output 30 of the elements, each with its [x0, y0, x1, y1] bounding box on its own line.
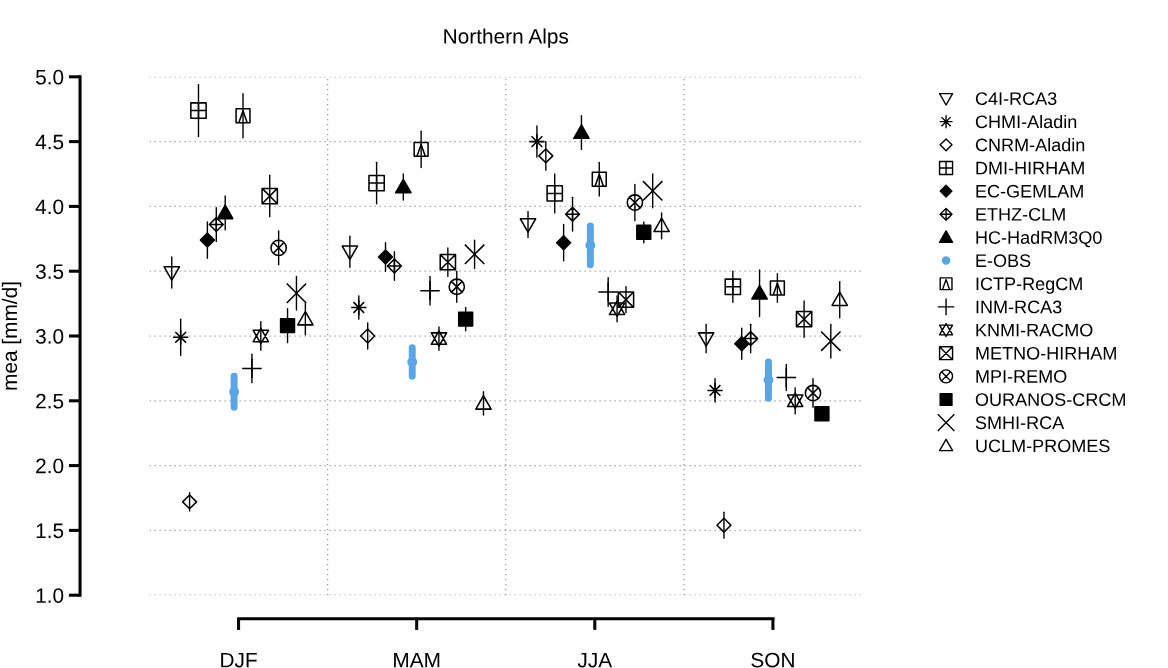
- x-tick-label: SON: [751, 652, 794, 668]
- legend-label: CHMI-Aladin: [975, 114, 1077, 129]
- legend-label: DMI-HIRHAM: [976, 161, 1084, 175]
- y-tick-label: 1.5: [36, 523, 64, 539]
- y-tick-label: 4.0: [35, 199, 64, 215]
- y-tick-label: 2.0: [36, 458, 64, 474]
- y-tick-label: 3.5: [35, 264, 64, 279]
- y-tick-label: 4.5: [35, 134, 64, 150]
- y-tick-label: 3.0: [35, 329, 64, 344]
- legend-label: OURANOS-CRCM: [975, 393, 1125, 406]
- legend-label: EC-GEMLAM: [976, 184, 1083, 198]
- x-tick-label: MAM: [394, 652, 440, 668]
- legend-label: UCLM-PROMES: [976, 439, 1110, 453]
- legend-label: E-OBS: [976, 254, 1031, 268]
- legend-label: CNRM-Aladin: [975, 138, 1085, 152]
- y-tick-label: 1.0: [36, 588, 64, 603]
- legend-label: SMHI-RCA: [975, 416, 1065, 430]
- chart-title: Northern Alps: [444, 28, 569, 48]
- legend-label: METNO-HIRHAM: [976, 346, 1116, 360]
- y-axis-title: mea [mm/d]: [1, 282, 22, 390]
- y-tick-label: 2.5: [36, 393, 64, 409]
- x-tick-label: DJF: [221, 652, 257, 668]
- legend-label: MPI-REMO: [976, 370, 1067, 383]
- legend-label: ICTP-RegCM: [976, 277, 1082, 294]
- legend-label: ETHZ-CLM: [976, 207, 1065, 221]
- legend-label: INM-RCA3: [976, 300, 1062, 314]
- legend-label: HC-HadRM3Q0: [976, 230, 1102, 248]
- legend-label: C4I-RCA3: [975, 92, 1057, 106]
- y-tick-label: 5.0: [35, 69, 64, 85]
- x-tick-label: JJA: [577, 652, 613, 668]
